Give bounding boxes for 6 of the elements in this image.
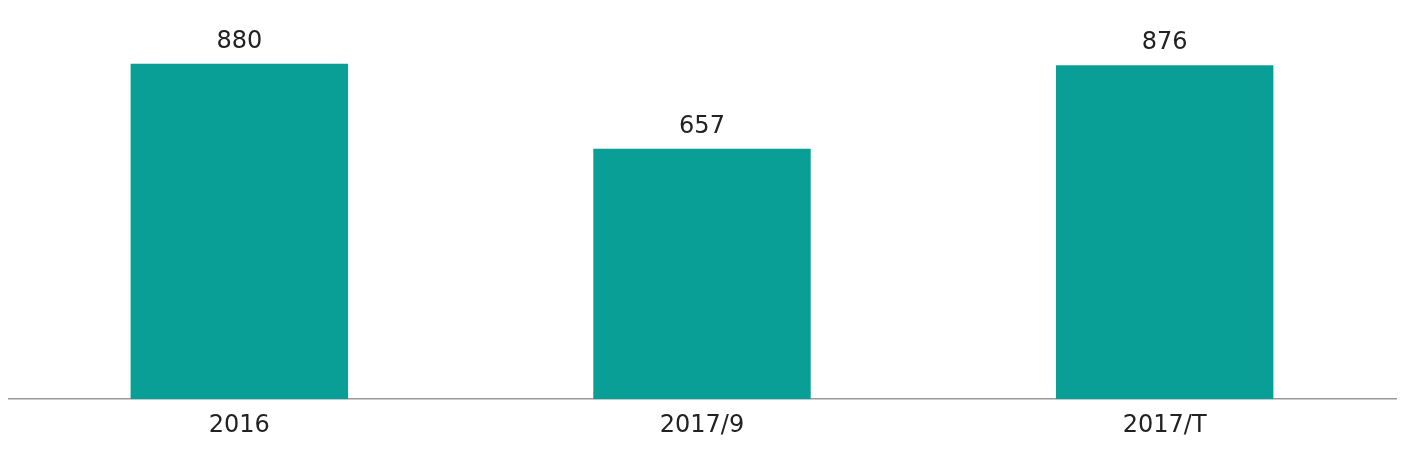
- x-tick-label: 2016: [208, 409, 270, 438]
- x-tick-label: 2017/T: [1122, 409, 1207, 438]
- data-label: 657: [679, 110, 725, 139]
- data-label: 876: [1141, 27, 1188, 56]
- data-label: 880: [216, 25, 263, 54]
- x-tick-label: 2017/9: [659, 409, 745, 438]
